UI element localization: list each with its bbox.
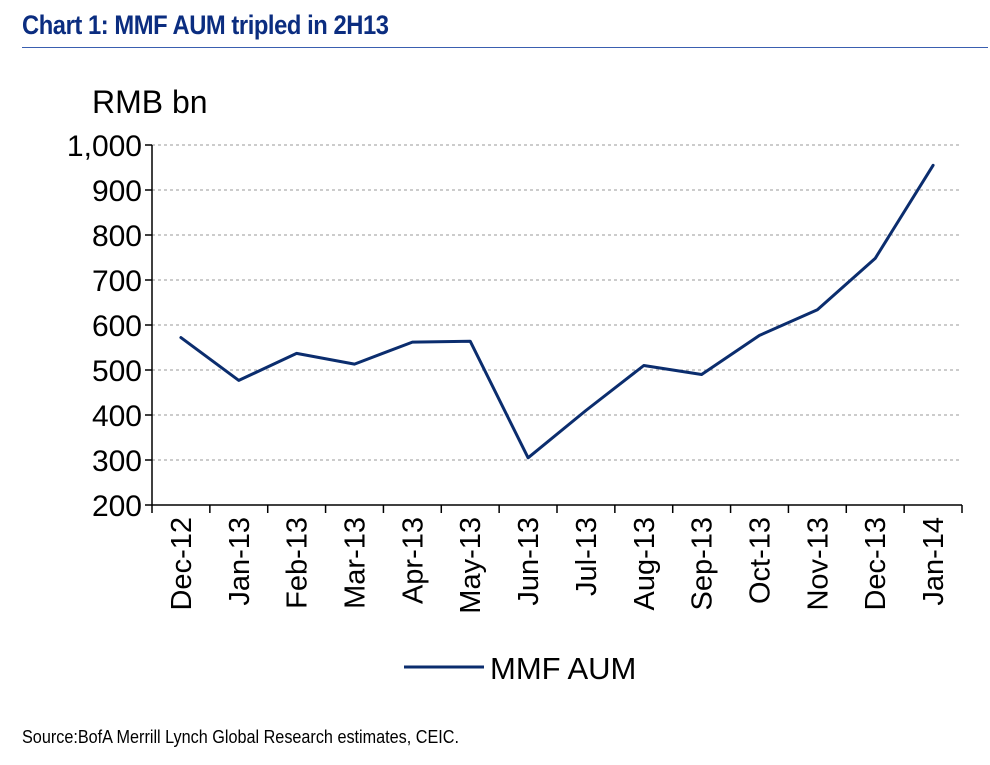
y-tick-label-3: 500 [92, 355, 142, 388]
y-tick-label-6: 800 [92, 220, 142, 253]
x-tick-label-0: Dec-12 [166, 517, 198, 611]
x-tick-label-1: Jan-13 [224, 517, 256, 606]
x-tick-label-12: Dec-13 [860, 517, 892, 611]
y-tick-label-7: 900 [92, 175, 142, 208]
y-axis-ticks: 200 300 400 500 600 700 800 900 1,000 [67, 130, 152, 523]
x-tick-label-3: Mar-13 [340, 517, 372, 609]
x-tick-label-5: May-13 [455, 517, 487, 614]
legend: MMF AUM [404, 651, 636, 686]
x-tick-label-7: Jul-13 [571, 517, 603, 596]
series-line-0 [179, 163, 935, 460]
x-tick-label-2: Feb-13 [282, 517, 314, 609]
x-tick-label-9: Sep-13 [687, 517, 719, 611]
source-note: Source:BofA Merrill Lynch Global Researc… [22, 727, 459, 747]
x-tick-label-13: Jan-14 [918, 517, 950, 606]
x-tick-label-8: Aug-13 [629, 517, 661, 611]
y-tick-label-5: 700 [92, 265, 142, 298]
grid-lines [152, 144, 962, 461]
x-tick-label-10: Oct-13 [745, 517, 777, 604]
x-tick-label-6: Jun-13 [513, 517, 545, 606]
legend-label: MMF AUM [490, 651, 636, 686]
chart-title: Chart 1: MMF AUM tripled in 2H13 [22, 10, 389, 40]
x-axis-ticks: Dec-12 Jan-13 Feb-13 Mar-13 Apr-13 May-13 Jun-… [151, 505, 963, 614]
title-divider [22, 47, 988, 48]
x-tick-label-4: Apr-13 [397, 517, 429, 604]
y-tick-label-1: 300 [92, 445, 142, 478]
y-tick-label-0: 200 [92, 490, 142, 523]
y-tick-label-2: 400 [92, 400, 142, 433]
y-tick-label-4: 600 [92, 310, 142, 343]
x-tick-label-11: Nov-13 [802, 517, 834, 611]
y-tick-label-8: 1,000 [67, 130, 142, 163]
series-lines [179, 163, 935, 460]
y-axis-label: RMB bn [92, 84, 208, 120]
